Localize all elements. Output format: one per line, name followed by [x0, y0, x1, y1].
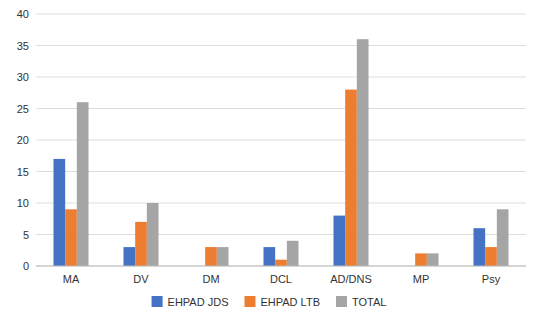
- x-tick-label: DM: [202, 273, 219, 285]
- y-tick-label: 5: [23, 229, 29, 241]
- x-axis: MA DV DM DCL AD/DNS MP Psy: [63, 273, 501, 285]
- grid-line: [36, 234, 526, 235]
- x-tick-label: DCL: [270, 273, 292, 285]
- bar: [217, 247, 229, 266]
- legend-swatch: [152, 296, 163, 307]
- legend-swatch: [336, 296, 347, 307]
- x-tick-label: DV: [133, 273, 149, 285]
- grid-line: [36, 77, 526, 78]
- y-tick-label: 10: [17, 197, 29, 209]
- y-tick-label: 40: [17, 8, 29, 20]
- bar: [415, 253, 427, 266]
- bar: [427, 253, 439, 266]
- bar: [357, 39, 369, 266]
- grid-line: [36, 171, 526, 172]
- bar: [264, 247, 276, 266]
- y-tick-label: 30: [17, 71, 29, 83]
- bars: [54, 39, 509, 266]
- legend-label: EHPAD JDS: [168, 296, 229, 308]
- y-tick-label: 25: [17, 103, 29, 115]
- y-tick-label: 35: [17, 40, 29, 52]
- x-tick-label: MP: [413, 273, 430, 285]
- legend-swatch: [244, 296, 255, 307]
- grid-line: [36, 14, 526, 15]
- y-tick-label: 15: [17, 166, 29, 178]
- bar: [345, 90, 357, 266]
- grid-line: [36, 45, 526, 46]
- legend: EHPAD JDS EHPAD LTB TOTAL: [152, 296, 387, 308]
- x-tick-label: Psy: [482, 273, 501, 285]
- x-tick-label: AD/DNS: [330, 273, 372, 285]
- bar: [334, 216, 346, 266]
- x-axis-line: [36, 266, 526, 267]
- y-tick-label: 20: [17, 134, 29, 146]
- bar: [54, 159, 66, 266]
- bar: [65, 209, 77, 266]
- chart: 0 5 10 15 20 25 30 35 40 MA DV DM DCL AD/DNS MP Psy EHPA…: [0, 0, 538, 324]
- bar: [135, 222, 147, 266]
- x-tick-label: MA: [63, 273, 80, 285]
- y-axis: 0 5 10 15 20 25 30 35 40: [17, 8, 29, 272]
- legend-item: EHPAD LTB: [244, 296, 320, 308]
- legend-item: EHPAD JDS: [152, 296, 229, 308]
- page: {"chart_data": {"type": "bar", "categori…: [0, 0, 538, 324]
- bar: [485, 247, 497, 266]
- legend-label: TOTAL: [352, 296, 386, 308]
- bar: [474, 228, 486, 266]
- grid-line: [36, 266, 526, 267]
- y-tick-label: 0: [23, 260, 29, 272]
- bar: [275, 260, 287, 266]
- bar: [287, 241, 299, 266]
- bar: [124, 247, 136, 266]
- legend-label: EHPAD LTB: [260, 296, 320, 308]
- bar: [147, 203, 159, 266]
- grid-line: [36, 108, 526, 109]
- grid-line: [36, 140, 526, 141]
- legend-item: TOTAL: [336, 296, 386, 308]
- grid-line: [36, 203, 526, 204]
- bar: [77, 102, 89, 266]
- grid: [36, 14, 526, 266]
- bar: [497, 209, 509, 266]
- bar: [205, 247, 217, 266]
